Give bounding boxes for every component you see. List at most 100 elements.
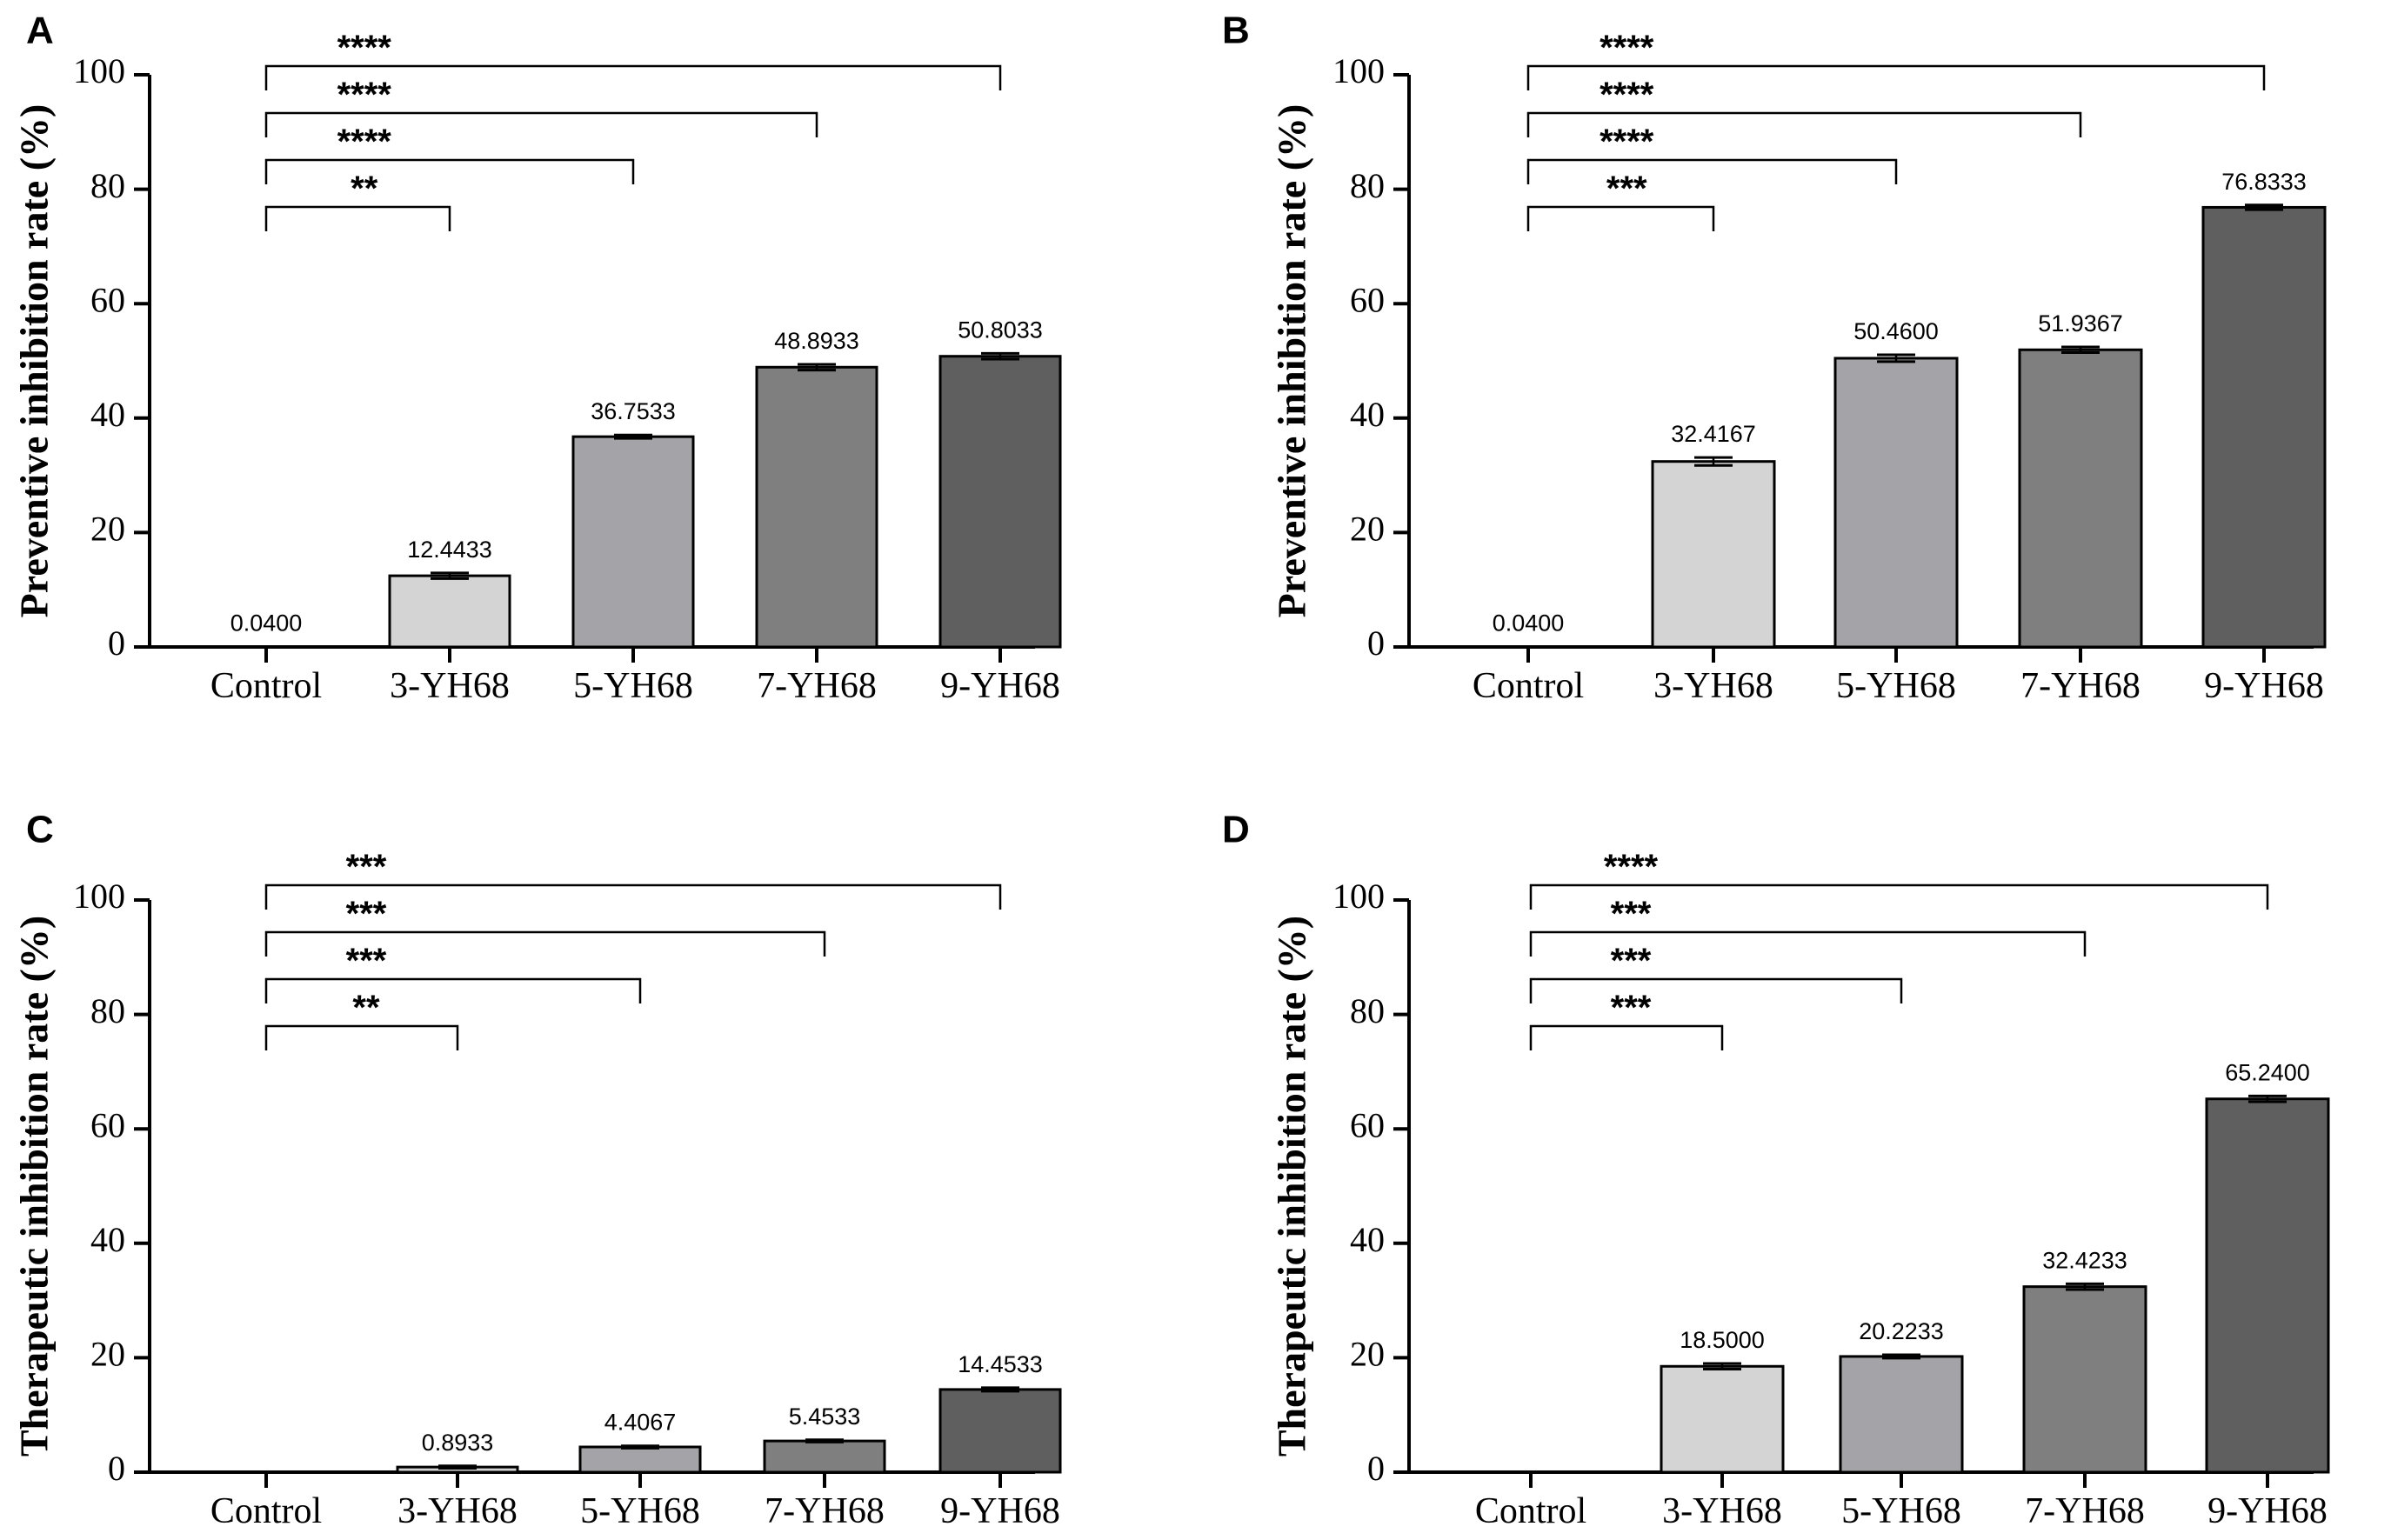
x-tick-label: 7-YH68 — [757, 666, 877, 706]
y-tick-label: 100 — [1332, 51, 1385, 90]
significance-label: **** — [337, 123, 392, 161]
x-tick-label: 9-YH68 — [940, 1491, 1060, 1531]
value-label: 14.4533 — [958, 1351, 1043, 1377]
value-label: 48.8933 — [774, 328, 859, 354]
y-tick-label: 60 — [90, 280, 125, 319]
y-tick-label: 40 — [1350, 395, 1385, 434]
significance-label: ** — [352, 989, 380, 1027]
y-tick-label: 0 — [108, 623, 125, 663]
panel-label: D — [1222, 809, 1250, 851]
bar-7-yh68 — [2022, 1285, 2147, 1474]
bar-5-yh68 — [1839, 1355, 1964, 1474]
value-label: 65.2400 — [2225, 1059, 2310, 1085]
significance-bracket — [264, 1024, 459, 1050]
y-axis-title: Preventive inhibition rate (%) — [12, 104, 57, 618]
y-tick-label: 40 — [1350, 1220, 1385, 1259]
significance-bracket — [264, 64, 1002, 90]
panel-d: D Therapeutic inhibition rate (%) 0 20 40 60 8… — [1222, 809, 2330, 1531]
significance-bracket — [1529, 883, 2269, 910]
y-axis-title: Therapeutic inhibition rate (%) — [1270, 916, 1314, 1457]
bar-9-yh68 — [2205, 1097, 2330, 1474]
value-label: 5.4533 — [789, 1403, 861, 1430]
y-axis-title: Therapeutic inhibition rate (%) — [12, 916, 57, 1457]
value-label: 4.4067 — [604, 1410, 677, 1436]
significance-label: **** — [1600, 29, 1654, 67]
y-tick-label: 60 — [1350, 280, 1385, 319]
x-tick-label: 5-YH68 — [1836, 666, 1956, 706]
y-tick-label: 80 — [90, 166, 125, 205]
y-tick-label: 80 — [90, 991, 125, 1030]
y-axis-title: Preventive inhibition rate (%) — [1270, 104, 1314, 618]
bar-5-yh68 — [578, 1445, 702, 1474]
y-tick-label: 100 — [73, 51, 125, 90]
x-tick-label: Control — [210, 666, 322, 706]
significance-bracket — [1526, 205, 1715, 231]
y-tick-label: 60 — [1350, 1105, 1385, 1144]
significance-label: ** — [351, 170, 378, 208]
significance-bracket — [1526, 64, 2266, 90]
bar-9-yh68 — [2201, 205, 2327, 649]
significance-bracket — [264, 205, 451, 231]
x-tick-label: 5-YH68 — [580, 1491, 700, 1531]
y-tick-label: 40 — [90, 395, 125, 434]
y-tick-label: 40 — [90, 1220, 125, 1259]
x-tick-label: 7-YH68 — [765, 1491, 885, 1531]
x-tick-label: 5-YH68 — [1841, 1491, 1961, 1531]
value-label: 0.0400 — [230, 610, 303, 637]
significance-bracket — [1529, 1024, 1724, 1050]
y-tick-label: 80 — [1350, 991, 1385, 1030]
significance-label: **** — [1600, 76, 1654, 114]
panel-c: C Therapeutic inhibition rate (%) 0 20 40 60 8… — [12, 809, 1062, 1531]
panel-label: C — [26, 809, 54, 851]
y-tick-label: 20 — [90, 1335, 125, 1374]
x-tick-label: 3-YH68 — [1653, 666, 1773, 706]
x-tick-label: 9-YH68 — [2207, 1491, 2328, 1531]
bar-9-yh68 — [938, 1388, 1062, 1474]
x-tick-label: Control — [1473, 666, 1584, 706]
significance-label: **** — [1600, 123, 1654, 161]
bar-5-yh68 — [571, 435, 695, 649]
significance-bracket — [264, 930, 826, 957]
significance-label: *** — [346, 942, 387, 980]
panel-label: B — [1222, 10, 1250, 52]
significance-label: *** — [1611, 942, 1652, 980]
significance-bracket — [1529, 930, 2087, 957]
x-tick-label: 9-YH68 — [2204, 666, 2324, 706]
significance-label: **** — [337, 29, 392, 67]
value-label: 76.8333 — [2221, 169, 2307, 195]
significance-bracket — [1526, 111, 2082, 137]
x-tick-label: 7-YH68 — [2020, 666, 2141, 706]
value-label: 0.0400 — [1493, 610, 1565, 637]
significance-label: *** — [346, 895, 387, 933]
x-tick-label: Control — [1475, 1491, 1586, 1531]
value-label: 36.7533 — [591, 398, 676, 424]
bar-3-yh68 — [1651, 460, 1776, 649]
significance-label: *** — [1611, 989, 1652, 1027]
y-tick-label: 20 — [1350, 1335, 1385, 1374]
value-label: 32.4233 — [2042, 1247, 2127, 1273]
bar-3-yh68 — [388, 574, 511, 649]
y-tick-label: 0 — [1367, 1449, 1385, 1488]
y-tick-label: 80 — [1350, 166, 1385, 205]
x-tick-label: 3-YH68 — [1662, 1491, 1782, 1531]
panel-label: A — [26, 10, 54, 52]
panel-b: B Preventive inhibition rate (%) 0 20 40 60 80… — [1222, 10, 2327, 706]
bar-7-yh68 — [763, 1439, 886, 1474]
y-tick-label: 20 — [1350, 510, 1385, 549]
significance-label: **** — [1604, 848, 1659, 886]
y-tick-label: 20 — [90, 510, 125, 549]
significance-bracket — [264, 158, 635, 184]
value-label: 18.5000 — [1680, 1327, 1765, 1353]
significance-bracket — [264, 977, 642, 1003]
x-tick-label: Control — [210, 1491, 322, 1531]
significance-label: *** — [346, 848, 387, 886]
y-tick-label: 60 — [90, 1105, 125, 1144]
significance-bracket — [1529, 977, 1903, 1003]
significance-bracket — [264, 883, 1002, 910]
bar-5-yh68 — [1833, 357, 1959, 649]
value-label: 50.4600 — [1853, 318, 1939, 344]
y-tick-label: 100 — [73, 877, 125, 916]
panel-a: A Preventive inhibition rate (%) 0 20 40 60 80… — [12, 10, 1062, 706]
y-tick-label: 0 — [1367, 623, 1385, 663]
significance-bracket — [264, 111, 818, 137]
